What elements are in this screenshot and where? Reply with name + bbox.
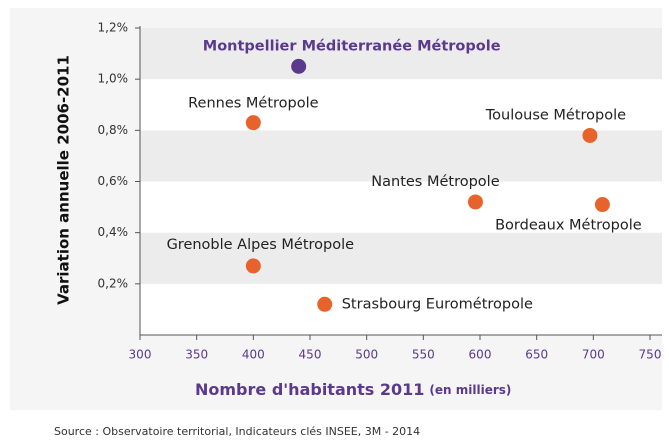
point: [245, 115, 261, 131]
y-tick-label: 0,4%: [98, 225, 129, 239]
x-tick-label: 600: [469, 348, 492, 362]
source: Source : Observatoire territorial, Indic…: [54, 425, 420, 438]
band: [140, 79, 662, 131]
point-label: Strasbourg Eurométropole: [342, 296, 533, 312]
point-label: Grenoble Alpes Métropole: [167, 237, 355, 253]
point: [467, 194, 483, 210]
x-tick-label: 750: [639, 348, 662, 362]
point: [245, 258, 261, 274]
point: [594, 197, 610, 213]
x-axis-unit: (en milliers): [429, 383, 511, 397]
x-axis-title: Nombre d'habitants 2011: [195, 380, 424, 399]
y-axis-label: Variation annuelle 2006-2011: [55, 55, 73, 305]
point-label: Bordeaux Métropole: [495, 218, 642, 234]
x-tick-label: 500: [355, 348, 378, 362]
point-label: Toulouse Métropole: [485, 107, 626, 123]
x-tick-label: 300: [129, 348, 152, 362]
point-label: Nantes Métropole: [371, 174, 499, 190]
x-tick-label: 700: [582, 348, 605, 362]
point: [582, 127, 598, 143]
band: [140, 28, 662, 80]
point: [317, 296, 333, 312]
x-tick-label: 550: [412, 348, 435, 362]
point-label: Montpellier Méditerranée Métropole: [203, 38, 501, 54]
band: [140, 130, 662, 182]
point-label: Rennes Métropole: [188, 96, 319, 112]
band: [140, 232, 662, 284]
band: [140, 283, 662, 335]
x-axis-label: Nombre d'habitants 2011 (en milliers): [195, 380, 511, 399]
x-tick-label: 400: [242, 348, 265, 362]
band: [140, 181, 662, 233]
y-tick-label: 1,0%: [98, 72, 129, 86]
point: [291, 58, 307, 74]
y-tick-label: 0,8%: [98, 123, 129, 137]
x-tick-label: 650: [525, 348, 548, 362]
y-tick-label: 1,2%: [98, 21, 129, 35]
x-tick-label: 350: [185, 348, 208, 362]
y-tick-label: 0,6%: [98, 174, 129, 188]
x-tick-label: 450: [299, 348, 322, 362]
y-tick-label: 0,2%: [98, 276, 129, 290]
